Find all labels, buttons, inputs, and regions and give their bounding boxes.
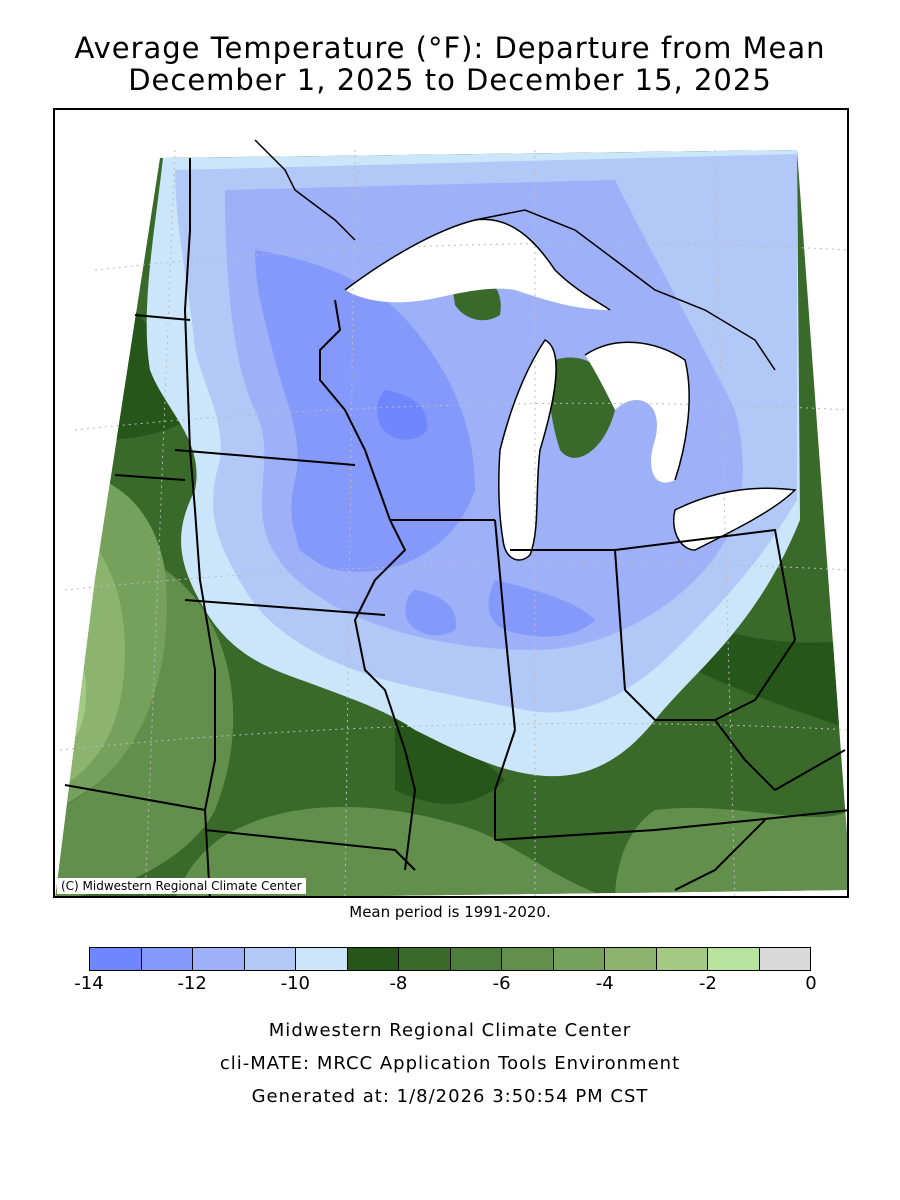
legend-swatch <box>656 948 708 970</box>
footer-organization: Midwestern Regional Climate Center <box>268 1020 632 1041</box>
legend-tick-label: -8 <box>389 973 408 994</box>
map-frame: (C) Midwestern Regional Climate Center <box>53 108 849 898</box>
coastlines <box>254 139 797 561</box>
legend-swatch <box>502 948 554 970</box>
legend-swatch <box>553 948 605 970</box>
legend-swatch <box>759 948 810 970</box>
legend-tick-label: -2 <box>698 973 717 994</box>
legend-tick-label: -4 <box>595 973 614 994</box>
legend-swatch <box>193 948 245 970</box>
legend-swatch <box>450 948 502 970</box>
footer-generated: Generated at: 1/8/2026 3:50:54 PM CST <box>251 1086 649 1107</box>
legend-swatch <box>708 948 760 970</box>
temperature-departure-map <box>55 139 847 896</box>
copyright-label: (C) Midwestern Regional Climate Center <box>57 878 306 894</box>
mean-period-note: Mean period is 1991-2020. <box>349 903 551 921</box>
legend-tick-label: -10 <box>280 973 310 994</box>
legend-swatch <box>141 948 193 970</box>
map-date-range: December 1, 2025 to December 15, 2025 <box>128 63 772 97</box>
legend-tick-label: -14 <box>74 973 104 994</box>
legend-swatch <box>347 948 399 970</box>
state-boundaries <box>64 158 847 896</box>
map-title: Average Temperature (°F): Departure from… <box>74 31 826 65</box>
legend-swatch <box>399 948 451 970</box>
legend-tick-label: -6 <box>492 973 511 994</box>
legend-swatch <box>90 948 142 970</box>
graticule <box>59 149 847 896</box>
legend-tick-label: -12 <box>177 973 207 994</box>
contour-fills <box>55 150 847 896</box>
legend-swatch <box>296 948 348 970</box>
legend-swatch <box>605 948 657 970</box>
legend-tick-label: 0 <box>805 973 817 994</box>
color-legend <box>89 947 811 971</box>
legend-swatch <box>244 948 296 970</box>
footer-tool: cli-MATE: MRCC Application Tools Environ… <box>219 1053 681 1074</box>
